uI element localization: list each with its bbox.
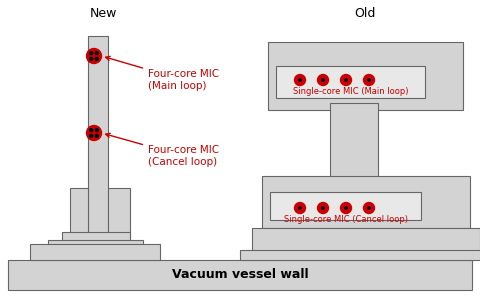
- Bar: [268, 42, 463, 110]
- Circle shape: [90, 57, 93, 60]
- Bar: [276, 66, 425, 98]
- Text: Vacuum vessel wall: Vacuum vessel wall: [172, 269, 308, 282]
- Circle shape: [317, 75, 328, 86]
- Circle shape: [345, 79, 347, 81]
- Circle shape: [340, 75, 351, 86]
- Circle shape: [317, 202, 328, 213]
- Circle shape: [90, 52, 93, 55]
- Bar: [48, 240, 143, 252]
- Circle shape: [345, 207, 347, 209]
- Circle shape: [363, 75, 374, 86]
- Bar: [8, 260, 472, 290]
- Bar: [62, 232, 130, 246]
- Bar: [30, 244, 160, 260]
- Bar: [240, 250, 480, 260]
- Circle shape: [295, 75, 305, 86]
- Text: Four-core MIC
(Main loop): Four-core MIC (Main loop): [106, 56, 219, 91]
- Circle shape: [363, 202, 374, 213]
- Text: Old: Old: [354, 6, 376, 19]
- Text: Single-core MIC (Main loop): Single-core MIC (Main loop): [293, 87, 408, 95]
- Circle shape: [96, 52, 98, 55]
- Circle shape: [340, 202, 351, 213]
- Bar: [262, 176, 470, 228]
- Bar: [108, 188, 130, 246]
- Circle shape: [90, 134, 93, 137]
- Text: Single-core MIC (Cancel loop): Single-core MIC (Cancel loop): [284, 214, 408, 224]
- Circle shape: [295, 202, 305, 213]
- Circle shape: [86, 48, 101, 63]
- Bar: [330, 103, 378, 198]
- Circle shape: [368, 207, 370, 209]
- Bar: [270, 192, 421, 220]
- Text: New: New: [89, 6, 117, 19]
- Bar: [252, 228, 480, 252]
- Circle shape: [322, 79, 324, 81]
- Text: Four-core MIC
(Cancel loop): Four-core MIC (Cancel loop): [106, 133, 219, 167]
- Bar: [88, 36, 108, 246]
- Circle shape: [86, 125, 101, 140]
- Circle shape: [90, 129, 93, 132]
- Circle shape: [96, 57, 98, 60]
- Circle shape: [96, 129, 98, 132]
- Circle shape: [299, 79, 301, 81]
- Circle shape: [368, 79, 370, 81]
- Circle shape: [299, 207, 301, 209]
- Circle shape: [96, 134, 98, 137]
- Circle shape: [322, 207, 324, 209]
- Bar: [70, 188, 88, 246]
